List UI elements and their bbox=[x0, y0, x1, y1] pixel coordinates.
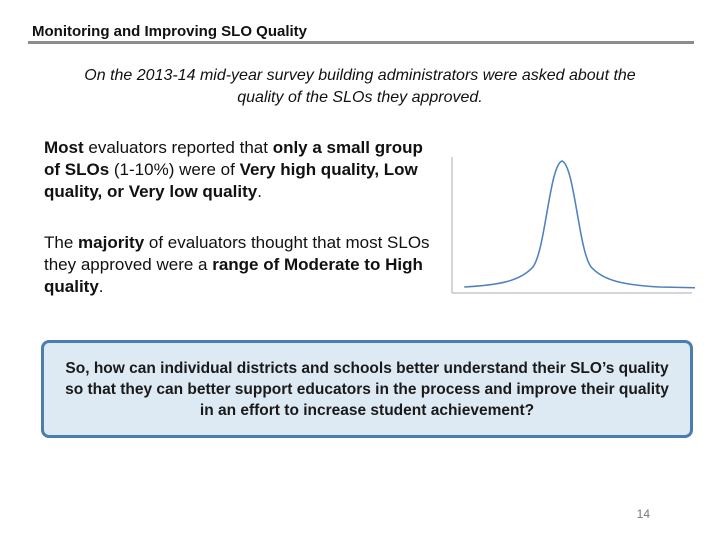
text-run: . bbox=[257, 182, 262, 201]
bold-run: only a small group of SLOs bbox=[44, 138, 423, 179]
page-number: 14 bbox=[636, 507, 650, 521]
bold-run: range of Moderate to High quality bbox=[44, 255, 423, 296]
subtitle: On the 2013-14 mid-year survey building … bbox=[84, 67, 636, 106]
callout-box: So, how can individual districts and sch… bbox=[41, 340, 693, 438]
bold-run: Very high quality, Low quality, or Very … bbox=[44, 160, 418, 201]
slide-title: Monitoring and Improving SLO Quality bbox=[32, 23, 307, 40]
text-run: . bbox=[98, 277, 104, 296]
text-run: The bbox=[44, 233, 79, 252]
paragraph: Most evaluators reported that only a sma… bbox=[44, 137, 436, 203]
text-run: (1-10%) were of bbox=[109, 160, 240, 179]
bold-run: Most bbox=[44, 138, 84, 157]
text-run: of evaluators thought that most SLOs the… bbox=[44, 233, 430, 274]
title-rule bbox=[28, 41, 694, 44]
bold-run: majority bbox=[78, 233, 145, 252]
paragraph: The majority of evaluators thought that … bbox=[44, 232, 436, 298]
curve bbox=[464, 160, 695, 289]
bell-curve-illustration bbox=[451, 157, 695, 294]
text-run: evaluators reported that bbox=[83, 138, 273, 157]
callout-text: So, how can individual districts and sch… bbox=[65, 359, 669, 419]
